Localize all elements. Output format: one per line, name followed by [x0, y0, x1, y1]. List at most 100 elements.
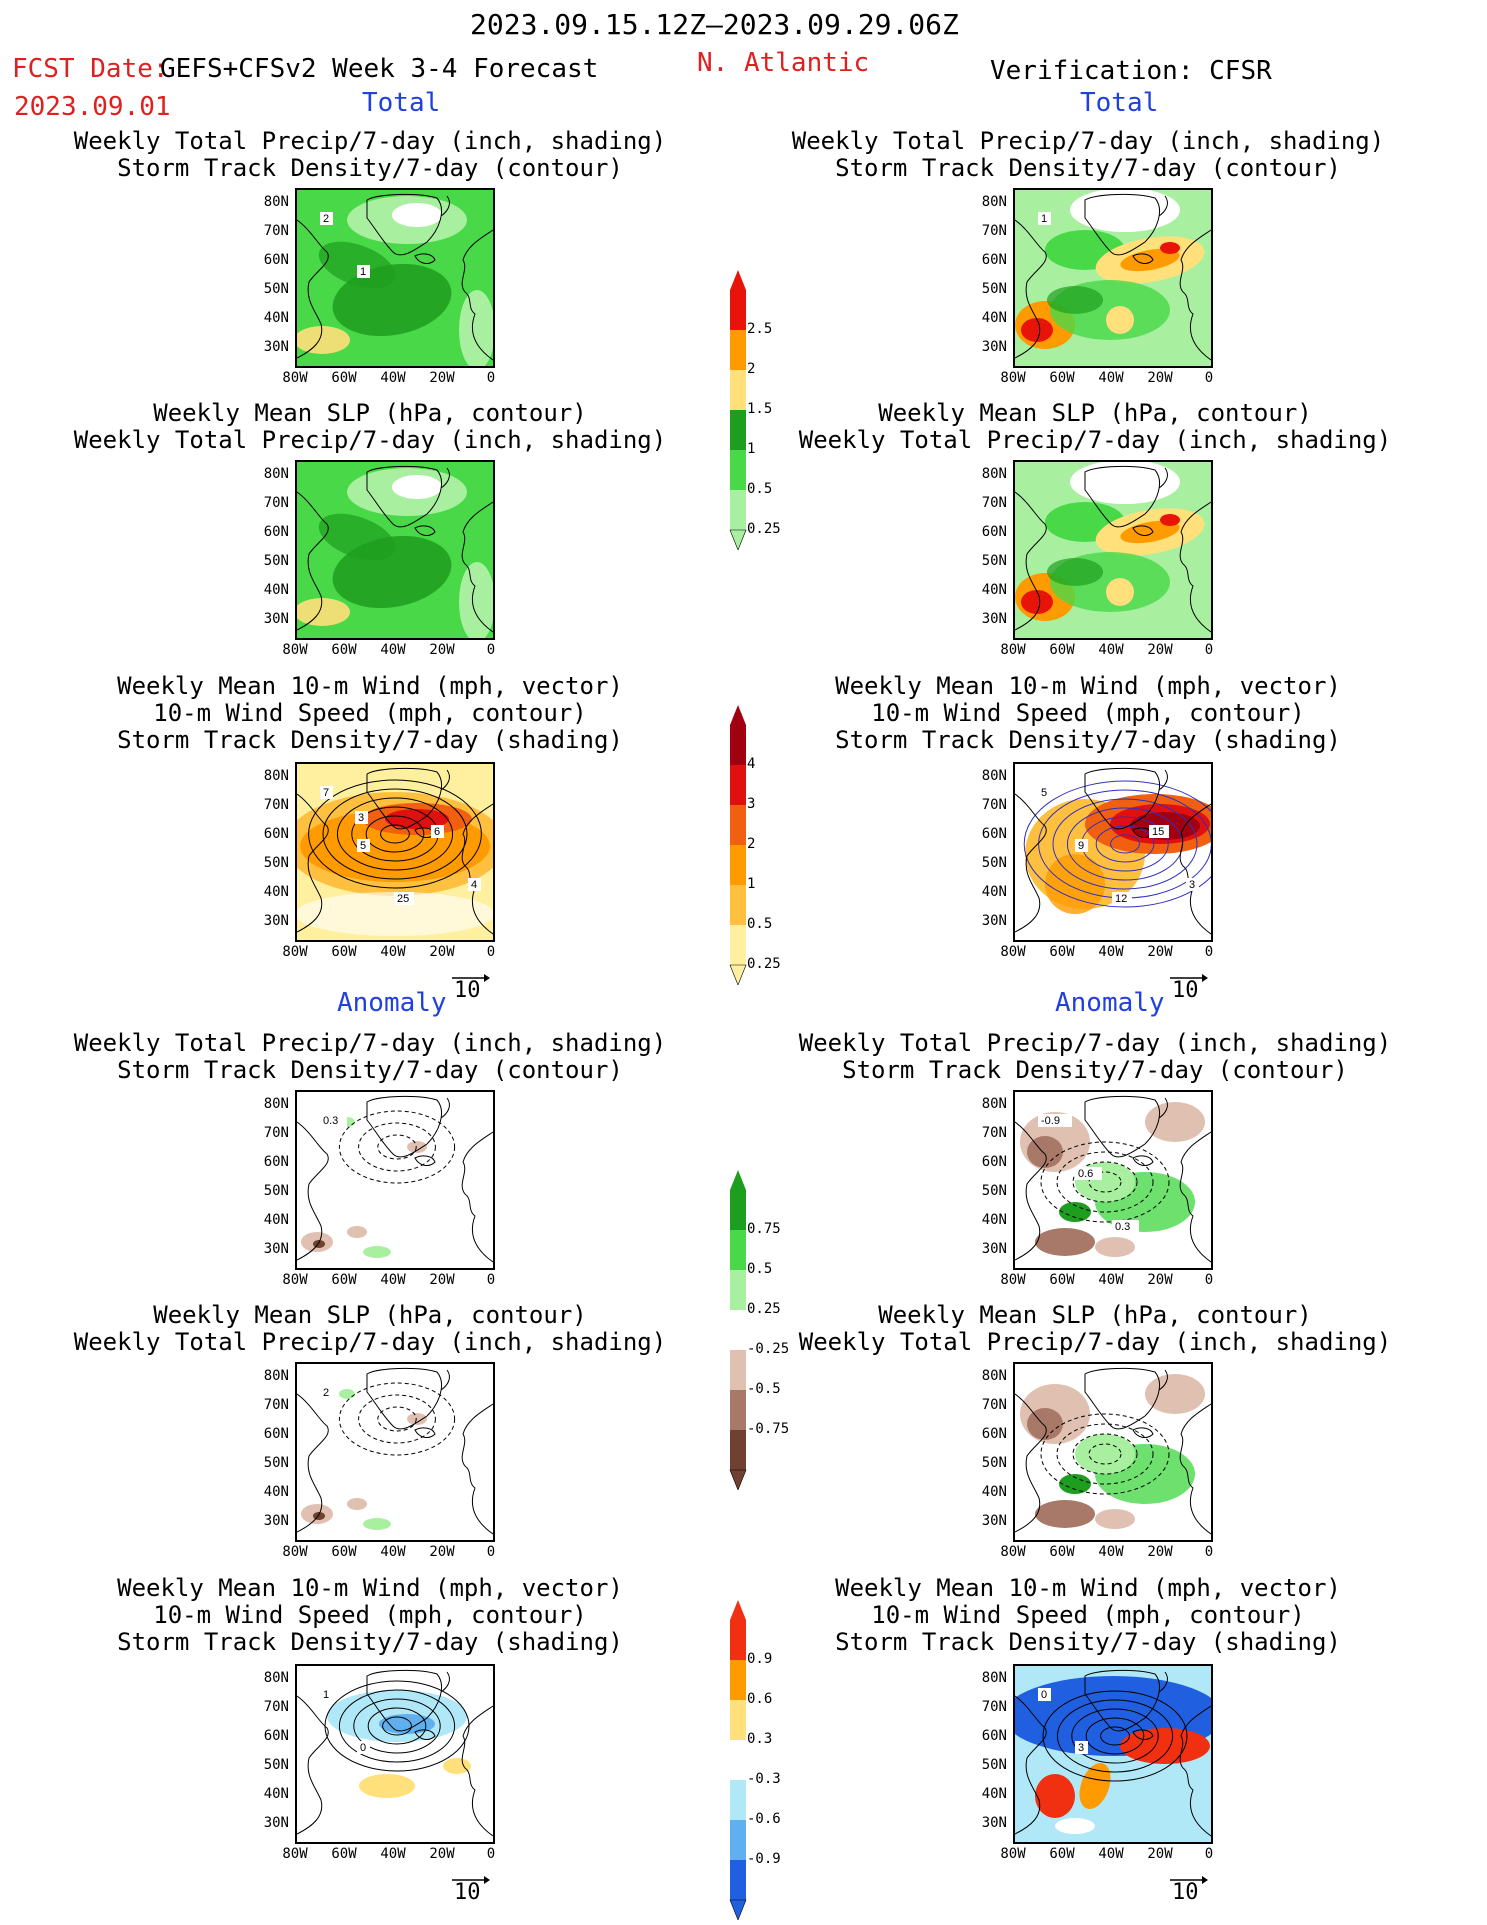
vector-reference-total-left: 10 — [450, 970, 490, 1003]
colorbar-swatch — [730, 1700, 746, 1740]
lat-label: 30N — [263, 1513, 289, 1529]
contour-label: 0.6 — [1075, 1167, 1102, 1180]
title-line: Weekly Mean 10-m Wind (mph, vector) — [835, 672, 1341, 700]
contour-label: 1 — [320, 1688, 333, 1701]
colorbar-swatch — [730, 490, 746, 530]
lon-label: 40W — [380, 1846, 406, 1862]
title-line: Weekly Mean SLP (hPa, contour) — [878, 1301, 1312, 1329]
map-panel-obs-total-precip-track: 1 — [1013, 188, 1213, 368]
vector-reference-value: 10 — [454, 1880, 481, 1905]
title-line: Weekly Total Precip/7-day (inch, shading… — [73, 1328, 667, 1356]
svg-text:12: 12 — [1115, 893, 1127, 905]
colorbar-bottom-arrow — [729, 529, 747, 551]
lat-label: 60N — [263, 826, 289, 842]
total-label-left: Total — [362, 88, 441, 118]
colorbar-swatch — [730, 1860, 746, 1900]
title-line: Storm Track Density/7-day (shading) — [835, 726, 1341, 754]
title-line: Storm Track Density/7-day (contour) — [117, 1056, 623, 1084]
lat-label: 50N — [981, 1455, 1007, 1471]
colorbar-bottom-arrow — [729, 1469, 747, 1491]
colorbar-swatch — [730, 1620, 746, 1660]
lon-label: 40W — [380, 1272, 406, 1288]
arrow-icon — [452, 1876, 490, 1884]
colorbar-swatch — [730, 1270, 746, 1310]
svg-text:15: 15 — [1152, 826, 1164, 838]
contour-label: 0.3 — [320, 1114, 347, 1127]
map-panel-obs-total-slp-precip — [1013, 460, 1213, 640]
title-line: 10-m Wind Speed (mph, contour) — [153, 1601, 587, 1629]
vector-reference-total-right: 10 — [1168, 970, 1208, 1003]
colorbar-swatch — [730, 1780, 746, 1820]
title-line: Weekly Mean 10-m Wind (mph, vector) — [835, 1574, 1341, 1602]
map-graphic: -0.9 0.6 0.3 — [1015, 1092, 1211, 1268]
lat-label: 70N — [263, 1397, 289, 1413]
map-graphic: 0.3 — [297, 1092, 493, 1268]
colorbar-swatch — [730, 370, 746, 410]
lon-label: 80W — [282, 642, 308, 658]
lon-label: 40W — [1098, 1846, 1124, 1862]
map-graphic: 2 — [297, 1364, 493, 1540]
title-line: 10-m Wind Speed (mph, contour) — [871, 699, 1305, 727]
lon-label: 0 — [1204, 370, 1214, 386]
colorbar-swatch — [730, 1660, 746, 1700]
map-graphic — [1015, 462, 1211, 638]
lat-label: 70N — [263, 1125, 289, 1141]
svg-text:1: 1 — [323, 1689, 329, 1701]
title-fcst-anom-wind-track: Weekly Mean 10-m Wind (mph, vector) 10-m… — [10, 1575, 730, 1656]
title-line: Storm Track Density/7-day (contour) — [117, 154, 623, 182]
colorbar-swatch — [730, 1310, 746, 1350]
fcst-date-label: FCST Date: — [12, 54, 169, 84]
vector-reference-value: 10 — [1172, 978, 1199, 1003]
svg-text:0: 0 — [360, 1742, 366, 1754]
map-graphic: 1 — [1015, 190, 1211, 366]
colorbar-swatch — [730, 290, 746, 330]
lon-label: 60W — [331, 944, 357, 960]
colorbar-track_total — [723, 705, 753, 989]
anomaly-label-right: Anomaly — [1055, 988, 1165, 1018]
colorbar-swatch — [730, 765, 746, 805]
lon-label: 80W — [1000, 370, 1026, 386]
lon-label: 0 — [1204, 1272, 1214, 1288]
map-graphic: 5 9 12 15 3 — [1015, 764, 1211, 940]
contour-label: 9 — [1075, 839, 1088, 852]
colorbar-swatch — [730, 1820, 746, 1860]
title-obs-anom-precip-track: Weekly Total Precip/7-day (inch, shading… — [735, 1030, 1455, 1084]
colorbar-top-arrow — [730, 1600, 746, 1620]
title-line: Storm Track Density/7-day (shading) — [117, 1628, 623, 1656]
lat-label: 80N — [263, 768, 289, 784]
lat-label: 60N — [981, 1154, 1007, 1170]
colorbar-label: -0.75 — [747, 1421, 790, 1437]
title-fcst-total-slp-precip: Weekly Mean SLP (hPa, contour) Weekly To… — [10, 400, 730, 454]
lat-label: 70N — [263, 223, 289, 239]
svg-text:3: 3 — [1078, 1742, 1084, 1754]
contour-label: 0 — [357, 1741, 370, 1754]
contour-label: 2 — [320, 1386, 333, 1399]
lat-label: 60N — [263, 524, 289, 540]
lon-label: 20W — [1147, 1544, 1173, 1560]
colorbar-label: 0.25 — [747, 956, 781, 972]
lat-label: 80N — [981, 194, 1007, 210]
vector-reference-value: 10 — [1172, 1880, 1199, 1905]
lat-label: 60N — [263, 252, 289, 268]
map-panel-obs-anom-precip-track: -0.9 0.6 0.3 — [1013, 1090, 1213, 1270]
svg-text:7: 7 — [323, 787, 329, 799]
lat-label: 60N — [981, 252, 1007, 268]
lon-label: 20W — [1147, 370, 1173, 386]
lon-label: 20W — [429, 1272, 455, 1288]
colorbar-swatch — [730, 1190, 746, 1230]
colorbar-label: 2.5 — [747, 321, 773, 337]
title-line: Weekly Total Precip/7-day (inch, shading… — [73, 1029, 667, 1057]
lat-label: 80N — [263, 194, 289, 210]
svg-text:0: 0 — [1041, 1689, 1047, 1701]
title-obs-total-precip-track: Weekly Total Precip/7-day (inch, shading… — [728, 128, 1448, 182]
title-line: Weekly Total Precip/7-day (inch, shading… — [73, 127, 667, 155]
lon-label: 20W — [1147, 1272, 1173, 1288]
colorbar-swatch — [730, 885, 746, 925]
svg-text:0.3: 0.3 — [323, 1115, 338, 1127]
verification-label: Verification: CFSR — [990, 56, 1272, 86]
lat-label: 40N — [981, 310, 1007, 326]
colorbar-label: -0.9 — [747, 1851, 781, 1867]
colorbar-bottom-arrow — [729, 1899, 747, 1921]
